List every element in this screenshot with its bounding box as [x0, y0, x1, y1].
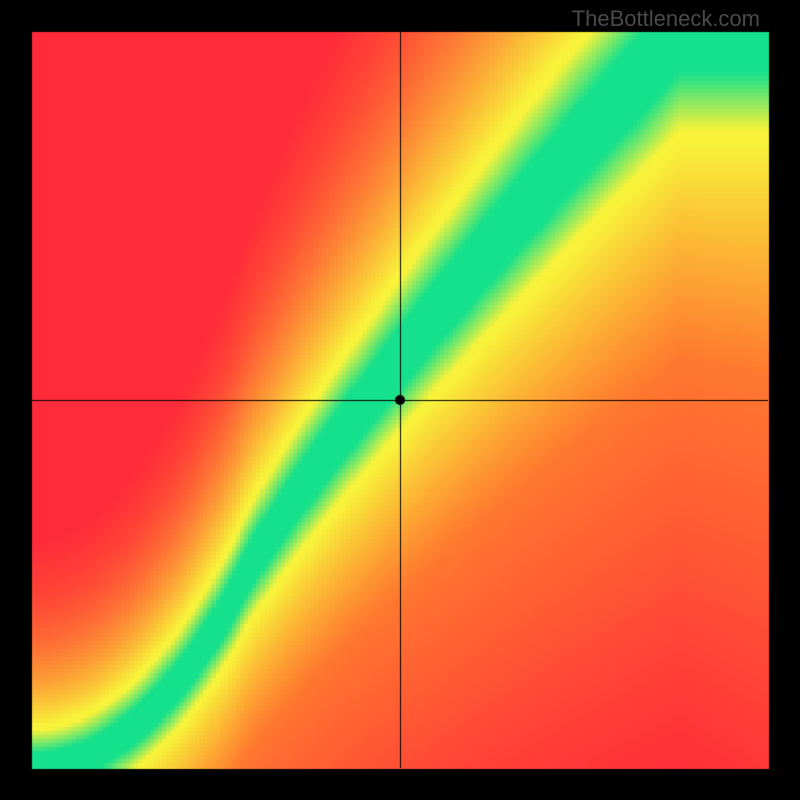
crosshair-overlay-canvas	[0, 0, 800, 800]
chart-container: TheBottleneck.com	[0, 0, 800, 800]
watermark-text: TheBottleneck.com	[572, 6, 760, 32]
